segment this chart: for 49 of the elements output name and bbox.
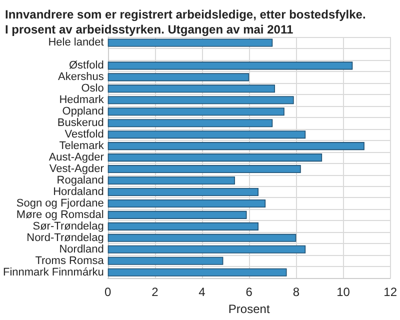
y-tick-label: Finnmark Finnmárku	[3, 266, 104, 278]
bar	[108, 210, 247, 219]
bar	[108, 84, 275, 93]
bar	[108, 119, 273, 128]
x-axis-title: Prosent	[228, 302, 270, 316]
y-tick-label: Oslo	[81, 82, 104, 95]
x-tick-label: 6	[246, 285, 253, 300]
x-tick-label: 4	[198, 285, 206, 300]
x-tick-label: 10	[336, 285, 350, 300]
x-tick-label: 2	[152, 285, 159, 300]
bar	[108, 234, 296, 242]
y-tick-label: Buskerud	[57, 117, 104, 130]
bar	[108, 62, 353, 70]
bar	[108, 130, 306, 139]
y-tick-label: Hele landet	[48, 36, 104, 49]
y-tick-label: Telemark	[59, 140, 104, 152]
bar	[108, 176, 235, 185]
y-tick-label: Oppland	[62, 106, 104, 118]
bar	[108, 199, 266, 208]
y-tick-label: Sogn og Fjordane	[16, 197, 104, 210]
x-tick-label: 0	[104, 285, 112, 300]
y-tick-label: Hedmark	[59, 94, 104, 106]
y-tick-label: Troms Romsa	[35, 254, 105, 267]
y-tick-label: Østfold	[69, 60, 104, 72]
chart-title: Innvandrere som er registrert arbeidsledige, etter bostedsfylke. I prosent av arbeidsstyrken. Utgangen av mai 2011	[5, 8, 366, 36]
bar	[108, 222, 259, 230]
y-tick-label: Rogaland	[56, 174, 104, 187]
bar	[108, 108, 284, 116]
y-tick-label: Møre og Romsdal	[16, 208, 104, 221]
bar	[108, 154, 322, 162]
y-tick-label: Nordland	[59, 243, 104, 256]
y-tick-label: Vest-Agder	[49, 163, 104, 176]
x-tick-label: 8	[292, 285, 300, 300]
bar	[108, 165, 301, 174]
bar	[108, 96, 294, 104]
bar	[108, 256, 224, 265]
y-tick-label: Akershus	[58, 71, 104, 84]
bar	[108, 268, 287, 276]
y-tick-label: Aust-Agder	[48, 152, 104, 164]
bar	[108, 188, 259, 196]
y-tick-label: Vestfold	[64, 128, 104, 141]
bar	[108, 245, 306, 254]
y-tick-label: Hordaland	[53, 186, 104, 198]
y-tick-label: Nord-Trøndelag	[26, 232, 104, 244]
y-tick-label: Sør-Trøndelag	[32, 220, 104, 232]
bar	[108, 38, 273, 47]
bar	[108, 142, 364, 150]
bar	[108, 73, 250, 82]
x-tick-label: 12	[384, 285, 398, 300]
